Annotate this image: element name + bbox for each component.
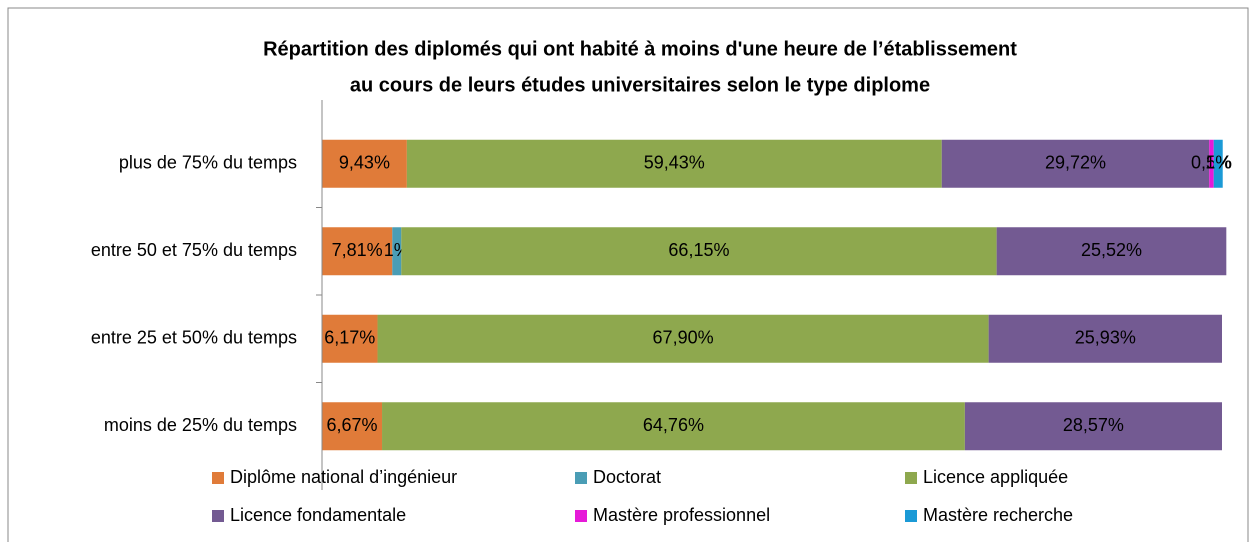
bar-segment: [382, 402, 965, 451]
data-label: 59,43%: [644, 153, 705, 173]
data-label: 67,90%: [653, 328, 714, 348]
legend-swatch: [575, 472, 587, 484]
legend-label: Licence appliquée: [923, 467, 1068, 487]
bar-segment: [941, 139, 1210, 188]
chart-title: Répartition des diplomés qui ont habité …: [263, 38, 1017, 60]
legend-swatch: [905, 472, 917, 484]
data-label: 7,81%: [332, 240, 383, 260]
data-label: 6,67%: [326, 415, 377, 435]
data-label: 6,17%: [324, 328, 375, 348]
y-tick-label: entre 50 et 75% du temps: [91, 240, 297, 260]
bar-segment: [392, 227, 402, 276]
bar-segment: [377, 314, 989, 363]
bar-segment: [322, 402, 383, 451]
bar-segment: [996, 227, 1227, 276]
bar-segment: [406, 139, 942, 188]
y-tick-label: plus de 75% du temps: [119, 153, 297, 173]
chart-border: [7, 7, 1249, 542]
data-label: 64,76%: [643, 415, 704, 435]
legend-label: Mastère professionnel: [593, 505, 770, 525]
legend-swatch: [212, 472, 224, 484]
bar-segment: [964, 402, 1222, 451]
data-label: 28,57%: [1063, 415, 1124, 435]
legend-label: Diplôme national d’ingénieur: [230, 467, 457, 487]
data-label: 29,72%: [1045, 153, 1106, 173]
bar-segment: [322, 227, 393, 276]
y-tick-label: moins de 25% du temps: [104, 415, 297, 435]
bar-segment: [322, 139, 407, 188]
legend-label: Doctorat: [593, 467, 661, 487]
legend-swatch: [575, 510, 587, 522]
bar-segment: [1209, 139, 1214, 188]
legend-label: Licence fondamentale: [230, 505, 406, 525]
legend-swatch: [212, 510, 224, 522]
bar-segment: [322, 314, 378, 363]
y-tick-label: entre 25 et 50% du temps: [91, 328, 297, 348]
data-label: 9,43%: [339, 153, 390, 173]
legend-swatch: [905, 510, 917, 522]
data-label: 25,52%: [1081, 240, 1142, 260]
data-label: 66,15%: [668, 240, 729, 260]
bar-segment: [1213, 139, 1223, 188]
legend-label: Mastère recherche: [923, 505, 1073, 525]
chart-title: au cours de leurs études universitaires …: [350, 74, 930, 96]
data-label: 1%: [1205, 153, 1231, 173]
bar-segment: [401, 227, 997, 276]
bar-segment: [988, 314, 1222, 363]
data-label: 25,93%: [1075, 328, 1136, 348]
